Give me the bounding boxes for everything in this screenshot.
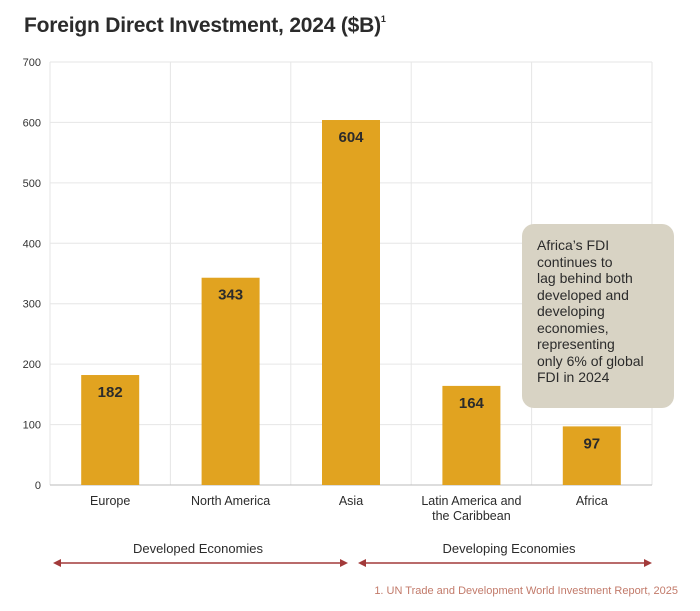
group-arrow-head-left: [358, 559, 366, 567]
y-tick-label: 600: [23, 117, 41, 129]
chart-title-text: Foreign Direct Investment, 2024 ($B): [24, 14, 381, 37]
y-tick-label: 500: [23, 178, 41, 190]
bar: [322, 120, 380, 486]
group-arrow-head-left: [53, 559, 61, 567]
data-label: 604: [338, 129, 364, 146]
data-label: 164: [459, 395, 485, 412]
data-label: 343: [218, 287, 243, 304]
callout-line: representing: [537, 336, 615, 352]
x-tick-label: Asia: [339, 494, 363, 508]
group-arrow-head-right: [644, 559, 652, 567]
callout-line: continues to: [537, 253, 613, 270]
callout-line: FDI in 2024: [537, 369, 610, 385]
bar: [201, 277, 260, 485]
y-tick-label: 100: [23, 420, 41, 432]
developing-economies-label: Developing Economies: [442, 541, 576, 556]
callout-line: lag behind both: [537, 270, 633, 286]
x-tick-label: North America: [191, 494, 270, 508]
callout-line: only 6% of global: [537, 352, 644, 369]
callout-line: developed and: [537, 286, 629, 303]
x-tick-label: Europe: [90, 494, 130, 508]
group-arrow-head-right: [340, 559, 348, 567]
footnote: 1. UN Trade and Development World Invest…: [374, 585, 678, 597]
x-tick-label: Latin America and: [421, 494, 521, 508]
chart-title: Foreign Direct Investment, 2024 ($B)1: [24, 14, 386, 38]
callout-line: Africa’s FDI: [537, 237, 610, 253]
bar: [81, 375, 140, 485]
y-tick-label: 700: [23, 57, 41, 69]
bar: [442, 385, 501, 485]
y-tick-label: 300: [23, 299, 41, 311]
footnote-marker: 1: [380, 14, 386, 24]
bar: [562, 426, 621, 485]
x-tick-label: Africa: [576, 494, 608, 508]
y-tick-label: 200: [23, 359, 41, 371]
data-label: 97: [583, 435, 600, 452]
y-tick-label: 400: [23, 238, 41, 250]
x-tick-label: the Caribbean: [432, 509, 511, 523]
data-label: 182: [98, 384, 123, 401]
developed-economies-label: Developed Economies: [132, 541, 264, 556]
y-tick-label: 0: [35, 480, 41, 492]
africa-callout: Africa’s FDI continues to lag behind both d…: [522, 224, 674, 408]
callout-line: developing: [537, 303, 605, 319]
callout-line: economies,: [537, 319, 609, 336]
